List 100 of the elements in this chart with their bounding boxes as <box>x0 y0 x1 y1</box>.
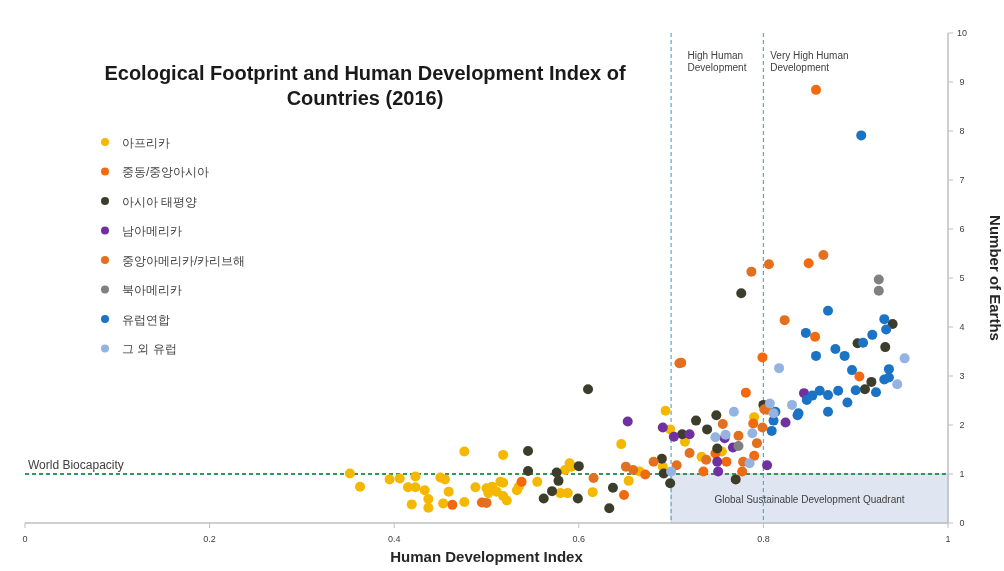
text: Ecological Footprint and Human Development Index of Countries (2016) <box>104 62 626 109</box>
point <box>355 481 366 492</box>
point <box>587 487 598 498</box>
y-tick-label: 7 <box>959 175 965 185</box>
point <box>833 385 844 396</box>
point <box>847 365 858 376</box>
point <box>883 372 894 383</box>
point <box>880 342 891 353</box>
point <box>873 285 884 296</box>
point <box>881 324 892 335</box>
point <box>702 424 713 435</box>
point <box>850 385 861 396</box>
point <box>814 385 825 396</box>
point <box>839 350 850 361</box>
point <box>712 443 723 454</box>
point <box>394 473 405 484</box>
legend-label: 아시아 태평양 <box>122 194 198 209</box>
point <box>516 476 527 487</box>
point <box>668 431 679 442</box>
point <box>419 485 430 496</box>
point <box>830 344 841 355</box>
point <box>764 398 775 409</box>
y-tick-label: 8 <box>959 126 965 136</box>
x-tick-label: 0.4 <box>387 534 401 544</box>
point <box>657 422 668 433</box>
x-tick-label: 1 <box>945 534 951 544</box>
point <box>588 472 599 483</box>
point <box>751 438 762 449</box>
point <box>757 422 768 433</box>
point <box>744 458 755 469</box>
legend-label: 중앙아메리카/카리브해 <box>122 253 246 268</box>
point <box>818 249 829 260</box>
legend-label: 유럽연합 <box>122 312 170 327</box>
point <box>406 499 417 510</box>
x-tick-label: 0 <box>22 534 28 544</box>
y-tick-label: 10 <box>956 28 968 38</box>
point <box>665 478 676 489</box>
point <box>800 327 811 338</box>
point <box>640 469 651 480</box>
ref-line: World Biocapacity <box>24 458 949 475</box>
point <box>811 84 822 95</box>
point <box>899 353 910 364</box>
point <box>498 449 509 460</box>
point <box>410 471 421 482</box>
point <box>801 395 812 406</box>
point <box>384 474 395 485</box>
ref-label: Very High Human Development <box>770 50 849 73</box>
y-tick-label: 2 <box>959 420 965 430</box>
point <box>730 474 741 485</box>
point <box>712 456 723 467</box>
point <box>746 266 757 277</box>
point <box>470 482 481 493</box>
point <box>648 456 659 467</box>
y-tick-label: 4 <box>959 322 965 332</box>
y-tick-label: 0 <box>959 518 965 528</box>
point <box>698 466 709 477</box>
point <box>713 466 724 477</box>
point <box>562 488 573 499</box>
point <box>344 468 355 479</box>
point <box>749 450 760 461</box>
point <box>779 315 790 326</box>
point <box>774 363 785 374</box>
point <box>823 390 834 401</box>
ref-line-label: World Biocapacity <box>28 458 124 472</box>
point <box>823 305 834 316</box>
point <box>879 314 890 325</box>
point <box>628 465 639 476</box>
band-label: Global Sustainable Development Quadrant <box>714 493 905 505</box>
point <box>607 482 618 493</box>
point <box>701 454 712 465</box>
point <box>766 425 777 436</box>
y-tick-label: 5 <box>959 273 965 283</box>
point <box>538 493 549 504</box>
point <box>728 406 739 417</box>
point <box>887 319 898 330</box>
point <box>763 259 774 270</box>
point <box>523 445 534 456</box>
point <box>748 418 759 429</box>
legend-label: 아프리카 <box>122 135 170 150</box>
point <box>717 419 728 430</box>
y-tick-label: 1 <box>959 469 965 479</box>
legend-label: 중동/중앙아시아 <box>122 165 210 179</box>
point <box>684 429 695 440</box>
point <box>854 371 865 382</box>
point <box>787 399 798 410</box>
y-axis-title: Number of Earths <box>987 215 1004 341</box>
point <box>532 476 543 487</box>
point <box>459 496 470 507</box>
point <box>616 439 627 450</box>
band: Global Sustainable Development Quadrant <box>670 473 949 524</box>
x-axis-title: Human Development Index <box>390 548 584 565</box>
point <box>439 474 450 485</box>
point <box>866 376 877 387</box>
point <box>671 460 682 471</box>
point <box>684 447 695 458</box>
legend-label: 그 외 유럽 <box>122 342 177 356</box>
point <box>823 406 834 417</box>
point <box>757 352 768 363</box>
point <box>583 384 594 395</box>
point <box>762 460 773 471</box>
